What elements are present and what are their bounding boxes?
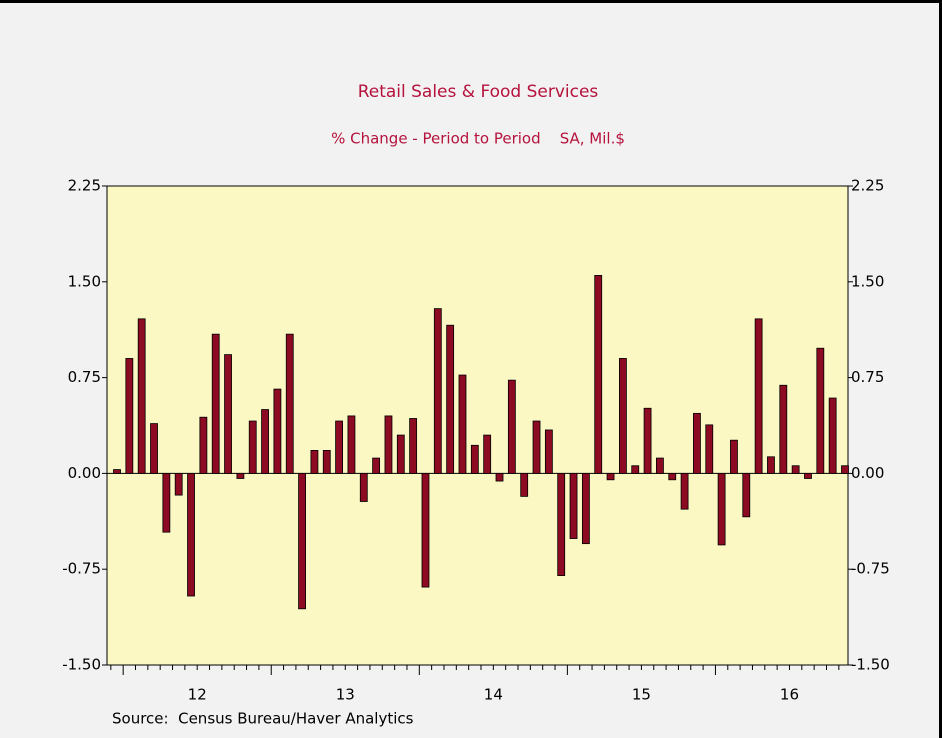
y2-tick-label: 0.00	[851, 464, 884, 482]
y2-tick-label: 1.50	[851, 272, 884, 290]
x-tick-label: 16	[780, 686, 799, 704]
bar	[236, 472, 245, 479]
y-tick-label: -1.50	[62, 656, 101, 674]
bar	[581, 472, 590, 545]
bar	[273, 388, 282, 474]
bar	[557, 472, 566, 576]
y2-tick-label: 2.25	[851, 177, 884, 195]
bar	[137, 318, 146, 474]
y-tick-label: -0.75	[62, 560, 101, 578]
bar	[150, 423, 158, 474]
bar	[532, 420, 541, 474]
bar	[816, 347, 825, 474]
x-tick-label: 13	[336, 686, 355, 704]
chart-subtitle: % Change - Period to Period SA, Mil.$	[331, 130, 625, 148]
source: Source: Census Bureau/Haver Analytics	[112, 710, 414, 728]
bar	[631, 465, 640, 474]
chart-title: Retail Sales & Food Services	[358, 82, 599, 102]
bar	[187, 472, 195, 597]
bar	[693, 412, 701, 474]
bar	[322, 450, 331, 474]
x-tick-label: 12	[188, 686, 207, 704]
y2-tick-label: -1.50	[851, 656, 890, 674]
bar	[754, 318, 763, 474]
y-tick-label: 1.50	[68, 272, 101, 290]
bar	[298, 472, 306, 610]
x-tick-label: 15	[632, 686, 651, 704]
bar	[384, 415, 393, 474]
bar	[668, 472, 677, 481]
bar	[199, 416, 208, 474]
y-tick-label: 0.00	[68, 464, 101, 482]
y2-tick-label: 0.75	[851, 368, 884, 386]
bar	[594, 275, 603, 474]
bar	[285, 333, 294, 474]
bar	[335, 420, 344, 474]
bar	[211, 333, 220, 474]
bar	[125, 358, 134, 474]
y-tick-label: 0.75	[68, 368, 101, 386]
bar	[828, 397, 837, 474]
y-tick-label: 2.25	[68, 177, 101, 195]
bar	[791, 465, 800, 474]
bar	[656, 457, 664, 474]
bar	[359, 472, 368, 502]
bar	[483, 434, 492, 474]
bar	[261, 409, 269, 474]
bar	[520, 472, 529, 497]
bar	[372, 457, 381, 474]
bar	[767, 456, 775, 474]
bar	[569, 472, 578, 539]
bar	[705, 424, 714, 474]
x-tick-label: 14	[484, 686, 503, 704]
bar	[310, 450, 319, 474]
bar	[409, 418, 418, 474]
bar	[174, 472, 183, 496]
bar	[742, 472, 751, 518]
bar	[841, 465, 849, 474]
bar	[495, 472, 504, 482]
bar	[618, 358, 627, 474]
bar	[717, 472, 726, 546]
bar	[396, 434, 405, 474]
bar	[421, 472, 430, 588]
bar	[544, 429, 553, 474]
right-border	[939, 0, 942, 738]
bar	[730, 439, 738, 474]
bar	[680, 472, 689, 510]
bar	[347, 415, 356, 474]
bar	[804, 472, 812, 479]
bar	[507, 379, 516, 474]
bar	[433, 308, 442, 474]
y2-tick-label: -0.75	[851, 560, 890, 578]
bar	[643, 407, 652, 474]
bar	[113, 469, 121, 474]
bar	[248, 420, 257, 474]
bar	[606, 472, 615, 481]
bar	[446, 324, 455, 474]
bar	[224, 354, 232, 474]
top-border	[0, 0, 942, 3]
bar	[162, 472, 171, 533]
bar	[458, 374, 467, 474]
bar	[470, 444, 479, 474]
bar	[779, 384, 788, 474]
